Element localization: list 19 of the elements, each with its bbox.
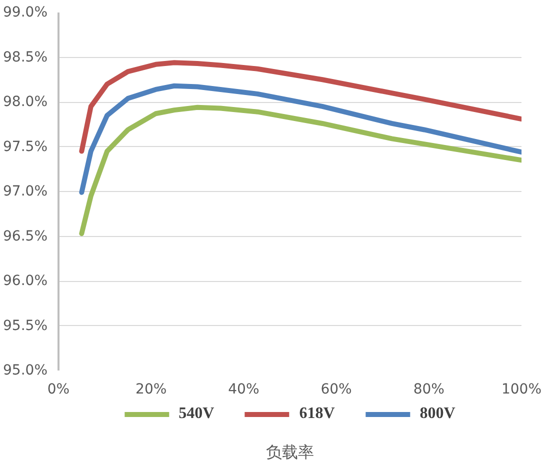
x-axis-title: 负载率 <box>266 442 314 462</box>
legend-label: 540V <box>178 405 214 423</box>
y-tick-label: 95.5% <box>3 318 48 334</box>
x-tick-label: 0% <box>47 382 70 398</box>
y-tick-label: 97.5% <box>3 138 48 155</box>
x-tick-label: 80% <box>413 382 444 398</box>
x-tick-label: 20% <box>136 382 167 398</box>
legend-label: 800V <box>420 405 456 423</box>
y-tick-label: 97.0% <box>3 184 48 200</box>
legend-label: 618V <box>299 405 335 423</box>
y-tick-label: 96.5% <box>3 228 48 244</box>
x-tick-label: 100% <box>501 382 542 398</box>
y-tick-label: 99.0% <box>3 4 48 20</box>
x-tick-label: 60% <box>320 382 352 398</box>
y-tick-label: 95.0% <box>3 362 48 378</box>
x-tick-label: 40% <box>228 382 260 398</box>
y-tick-label: 96.0% <box>3 273 48 289</box>
y-tick-label: 98.0% <box>3 94 48 110</box>
y-tick-label: 98.5% <box>3 49 48 66</box>
